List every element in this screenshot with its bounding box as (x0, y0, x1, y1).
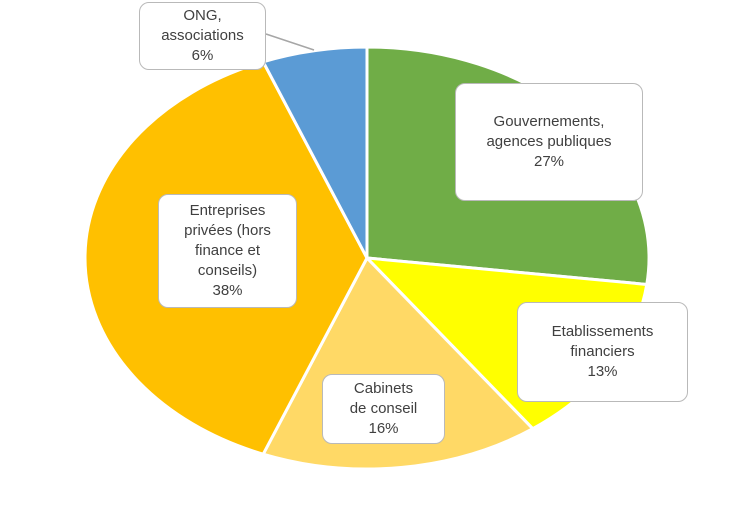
slice-label-line: ONG, (183, 7, 222, 24)
slice-value-label: 6% (191, 47, 214, 64)
label-cabinets-de-conseil: Cabinets de conseil 16% (322, 374, 445, 444)
slice-label-line: Etablissements (551, 323, 654, 340)
slice-label-line: de conseil (349, 400, 418, 417)
slice-label-line: Cabinets (353, 380, 414, 397)
slice-label-line: conseils) (197, 262, 258, 279)
ong-leader-line (265, 33, 315, 51)
slice-label-line: Gouvernements, (493, 113, 605, 130)
slice-label-line: privées (hors (184, 222, 271, 239)
slice-label-line: associations (161, 27, 244, 44)
label-gouvernements: Gouvernements, agences publiques 27% (455, 83, 643, 201)
slice-value-label: 38% (212, 282, 243, 299)
label-etablissements-financiers: Etablissements financiers 13% (517, 302, 688, 402)
slice-value-label: 27% (533, 153, 565, 170)
slice-value-label: 16% (368, 420, 399, 437)
slice-label-line: agences publiques (486, 133, 612, 150)
label-entreprises-privees: Entreprises privées (hors finance et con… (158, 194, 297, 308)
slice-label-line: financiers (570, 343, 635, 360)
slice-label-line: finance et (194, 242, 261, 259)
label-ong-associations: ONG, associations 6% (139, 2, 266, 70)
slice-value-label: 13% (587, 363, 618, 380)
slice-label-line: Entreprises (189, 202, 266, 219)
